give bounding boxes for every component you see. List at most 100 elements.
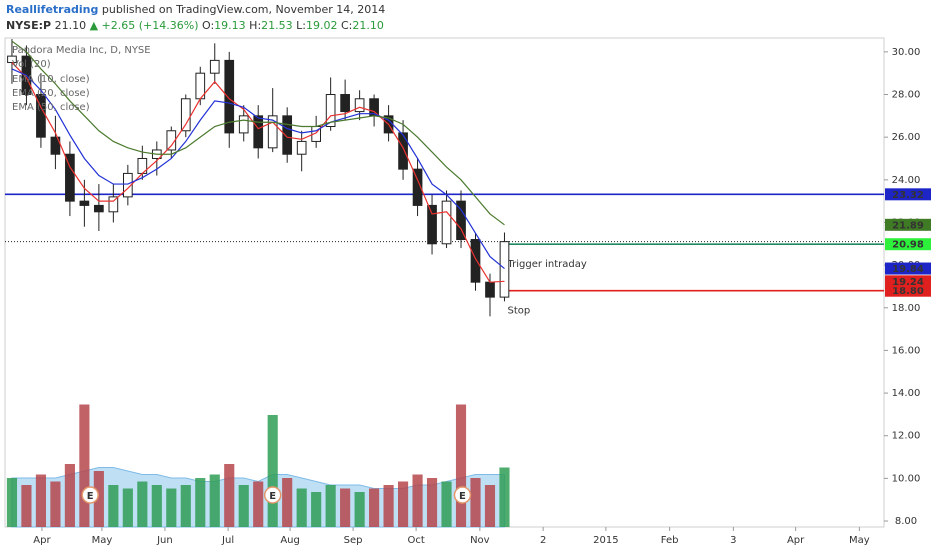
high: 21.53 bbox=[261, 19, 293, 32]
open-label: O: bbox=[202, 19, 214, 32]
candle-body bbox=[94, 204, 104, 213]
candle-body bbox=[470, 239, 481, 283]
volume-bar bbox=[35, 474, 46, 527]
candle-body bbox=[354, 98, 365, 113]
y-tick-label: 30.00 bbox=[892, 47, 921, 58]
volume-bar bbox=[180, 485, 191, 527]
earnings-marker bbox=[263, 486, 282, 504]
volume-bar bbox=[311, 492, 322, 527]
candle-body bbox=[325, 94, 336, 128]
y-tick-label: 26.00 bbox=[892, 132, 921, 143]
volume-bar bbox=[209, 474, 220, 527]
y-tick-label: 8.00 bbox=[895, 516, 917, 527]
volume-bar bbox=[253, 481, 264, 527]
close-label: C: bbox=[341, 19, 352, 32]
candle-body bbox=[108, 196, 119, 213]
x-tick-label: Sep bbox=[344, 535, 363, 546]
candle-body bbox=[282, 115, 293, 155]
symbol: NYSE:P bbox=[6, 19, 51, 32]
candle-body bbox=[456, 200, 466, 241]
price-label-box bbox=[885, 218, 931, 231]
y-tick-label: 14.00 bbox=[892, 388, 921, 399]
volume-bar bbox=[238, 485, 249, 527]
volume-bar bbox=[195, 478, 206, 527]
earnings-label: E bbox=[269, 491, 276, 502]
earnings-marker bbox=[81, 486, 99, 504]
candle-body bbox=[253, 115, 264, 149]
volume-bar bbox=[484, 485, 496, 527]
volume-bar bbox=[441, 481, 452, 527]
candle-body bbox=[79, 200, 90, 206]
candle-body bbox=[50, 136, 61, 155]
price-label-box bbox=[885, 188, 931, 201]
close: 21.10 bbox=[352, 19, 384, 32]
volume-bar bbox=[21, 485, 32, 527]
candle-body bbox=[441, 200, 452, 245]
volume-bar bbox=[108, 485, 119, 527]
volume-bar bbox=[50, 481, 61, 527]
candle-body bbox=[209, 59, 220, 74]
level-annotation: Trigger intraday bbox=[506, 259, 586, 270]
y-tick-label: 10.00 bbox=[892, 473, 921, 484]
earnings-marker bbox=[453, 486, 472, 504]
volume-bar bbox=[426, 478, 438, 527]
x-tick-label: Apr bbox=[33, 535, 51, 546]
candle-body bbox=[180, 98, 191, 132]
volume-bar bbox=[282, 478, 293, 527]
candle-body bbox=[412, 168, 423, 206]
price-label: 21.89 bbox=[892, 220, 924, 231]
y-tick-label: 24.00 bbox=[892, 175, 921, 186]
y-tick-label: 18.00 bbox=[892, 303, 921, 314]
low: 19.02 bbox=[306, 19, 338, 32]
volume-bar bbox=[296, 488, 307, 527]
change: +2.65 (+14.36%) bbox=[102, 19, 199, 32]
x-tick-label: Nov bbox=[470, 535, 490, 546]
volume-bar bbox=[122, 488, 133, 527]
volume-bar bbox=[151, 485, 162, 527]
x-tick-label: Jun bbox=[156, 535, 173, 546]
volume-bar bbox=[412, 474, 423, 527]
price-label: 19.24 bbox=[892, 277, 924, 288]
x-tick-label: Aug bbox=[280, 535, 300, 546]
volume-bar bbox=[325, 485, 336, 527]
volume-bar bbox=[224, 464, 235, 527]
x-tick-label: Apr bbox=[787, 535, 805, 546]
candle-body bbox=[267, 115, 278, 149]
low-label: L: bbox=[296, 19, 306, 32]
legend-entry: Vol (20) bbox=[12, 59, 51, 70]
volume-bar bbox=[166, 488, 177, 527]
price-label-box bbox=[885, 262, 931, 275]
y-tick-label: 12.00 bbox=[892, 431, 921, 442]
volume-bar bbox=[64, 464, 75, 527]
legend-entry: EMA (50, close) bbox=[12, 102, 90, 113]
volume-bar bbox=[398, 481, 409, 527]
candle-body bbox=[238, 115, 249, 134]
arrow: ▲ bbox=[90, 19, 99, 32]
level-annotation: Stop bbox=[507, 306, 530, 317]
candle-body bbox=[65, 153, 75, 202]
ema-line bbox=[11, 68, 505, 269]
candle-body bbox=[122, 172, 133, 198]
earnings-label: E bbox=[459, 491, 466, 502]
y-tick-label: 28.00 bbox=[892, 90, 921, 101]
candle-body bbox=[224, 59, 235, 134]
volume-bar bbox=[340, 488, 351, 527]
x-tick-label: 2 bbox=[540, 535, 546, 546]
author[interactable]: Reallifetrading bbox=[6, 3, 98, 16]
price-label: 23.32 bbox=[892, 190, 924, 201]
ema-line bbox=[11, 62, 505, 283]
candle-body bbox=[499, 241, 510, 298]
volume-bar bbox=[79, 404, 90, 527]
x-tick-label: May bbox=[849, 535, 870, 546]
price-label: 18.80 bbox=[892, 286, 924, 297]
x-tick-label: Oct bbox=[407, 535, 424, 546]
candle-body bbox=[485, 281, 495, 298]
price-label: 20.98 bbox=[892, 240, 924, 251]
published: published on TradingView.com, November 1… bbox=[102, 3, 385, 16]
volume-bar bbox=[354, 492, 365, 527]
ema-line bbox=[11, 40, 505, 226]
candle-body bbox=[398, 132, 408, 170]
legend-title: Pandora Media Inc, D, NYSE bbox=[12, 45, 151, 56]
x-tick-label: Feb bbox=[661, 535, 679, 546]
